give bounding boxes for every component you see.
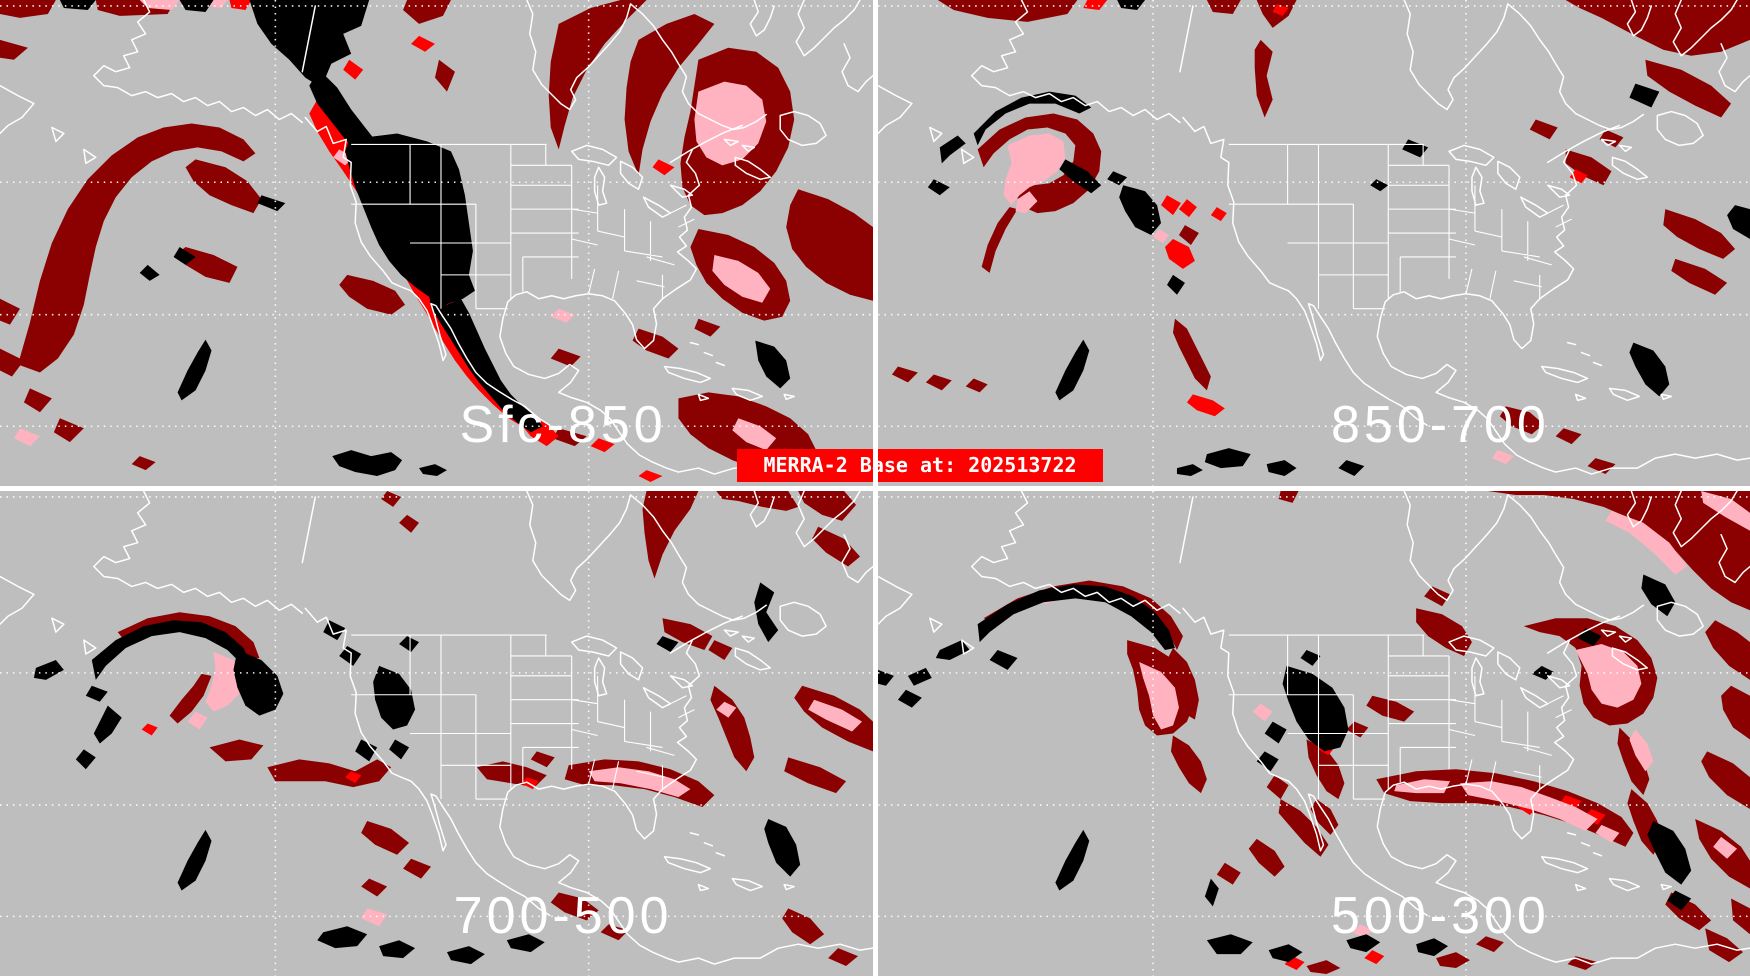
map-canvas-850-700 (878, 0, 1750, 486)
panel-label-700-500: 700-500 (453, 887, 673, 945)
data-layer-black (927, 0, 1750, 477)
map-canvas-500-300 (878, 491, 1750, 976)
panel-700-500: 700-500 (0, 491, 873, 976)
panel-label-sfc-850: Sfc-850 (459, 396, 667, 454)
map-canvas-sfc-850 (0, 0, 873, 486)
data-layer-red (1083, 0, 1588, 417)
timestamp-banner: MERRA-2 Base at: 202513722 (737, 449, 1103, 482)
panel-500-300: 500-300 (878, 491, 1750, 976)
data-layer-pink (1003, 133, 1514, 465)
map-canvas-700-500 (0, 491, 873, 976)
data-layer-black (33, 582, 801, 965)
panel-sfc-850: Sfc-850 (0, 0, 873, 486)
panel-label-850-700: 850-700 (1331, 396, 1550, 454)
data-layer-pink (187, 652, 863, 927)
panel-850-700: 850-700 (878, 0, 1750, 486)
data-layer-dark-red (891, 0, 1750, 475)
panel-divider-horizontal (0, 486, 1750, 491)
panel-label-500-300: 500-300 (1331, 887, 1550, 945)
